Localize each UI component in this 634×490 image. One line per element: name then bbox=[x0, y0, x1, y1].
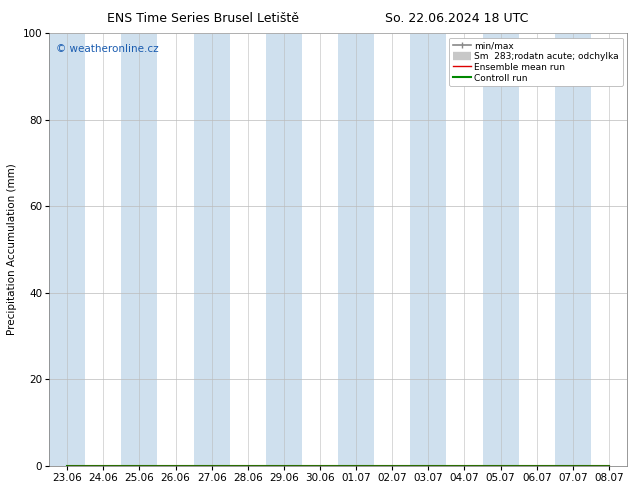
Text: So. 22.06.2024 18 UTC: So. 22.06.2024 18 UTC bbox=[385, 12, 528, 25]
Y-axis label: Precipitation Accumulation (mm): Precipitation Accumulation (mm) bbox=[7, 164, 17, 336]
Bar bbox=[121, 33, 157, 466]
Text: © weatheronline.cz: © weatheronline.cz bbox=[56, 44, 158, 54]
Text: ENS Time Series Brusel Letiště: ENS Time Series Brusel Letiště bbox=[107, 12, 299, 25]
Bar bbox=[193, 33, 230, 466]
Bar bbox=[266, 33, 302, 466]
Bar bbox=[482, 33, 519, 466]
Bar bbox=[338, 33, 374, 466]
Bar bbox=[410, 33, 446, 466]
Bar bbox=[49, 33, 85, 466]
Bar bbox=[555, 33, 591, 466]
Legend: min/max, Sm  283;rodatn acute; odchylka, Ensemble mean run, Controll run: min/max, Sm 283;rodatn acute; odchylka, … bbox=[449, 38, 623, 86]
